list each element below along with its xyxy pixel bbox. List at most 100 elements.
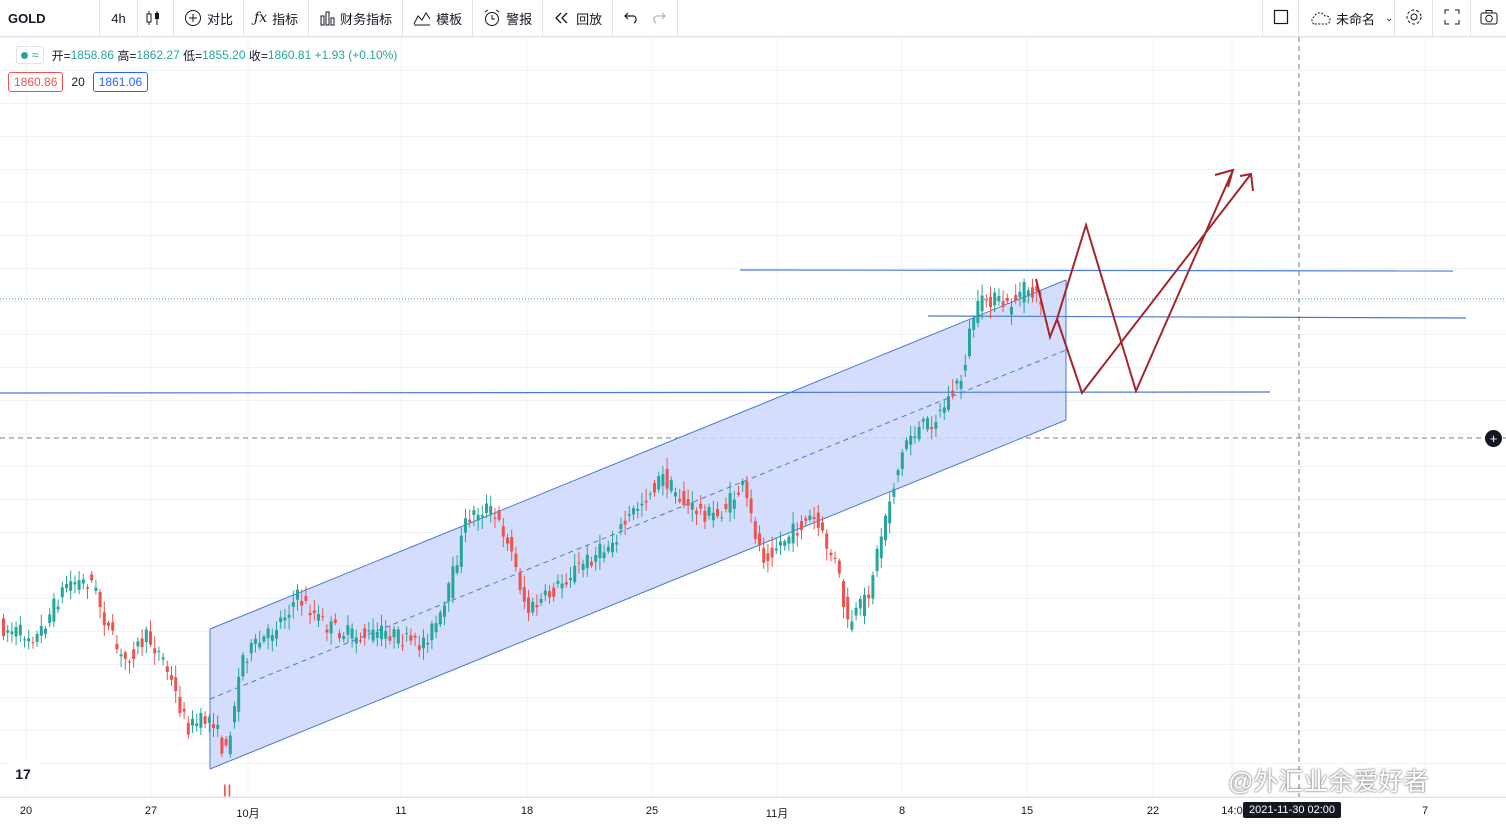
candle-body — [858, 599, 862, 609]
candle-body — [18, 624, 22, 636]
candle-body — [136, 641, 140, 647]
candle-body — [972, 318, 976, 331]
buy-price[interactable]: 1861.06 — [92, 72, 149, 92]
candle-body — [501, 526, 505, 537]
candle-body — [623, 520, 627, 525]
projection-path-b — [1056, 173, 1252, 396]
candle-body — [35, 633, 39, 642]
wave-icon: ≈ — [32, 48, 39, 62]
candle-body — [993, 292, 997, 306]
select-layout-button[interactable] — [1262, 0, 1298, 37]
candle-body — [812, 517, 816, 520]
candle-body — [413, 635, 417, 638]
candle-body — [968, 328, 971, 357]
candle-body — [590, 561, 593, 566]
candle-body — [527, 597, 530, 613]
gear-icon — [1405, 8, 1423, 29]
time-axis[interactable]: 20 27 10月 11 18 25 11月 8 15 22 14:0 7 — [0, 797, 1506, 828]
candle-body — [279, 617, 283, 622]
candle-body — [52, 598, 56, 622]
candle-body — [178, 696, 182, 713]
templates-button[interactable]: 模板 — [403, 0, 474, 37]
candle-body — [245, 661, 249, 663]
candle-body — [216, 725, 220, 729]
financials-button[interactable]: 财务指标 — [309, 0, 404, 37]
alerts-button[interactable]: 警报 — [473, 0, 544, 37]
candle-body — [518, 572, 522, 590]
indicators-button[interactable]: ƒx 指标 — [244, 0, 310, 37]
chart-type-button[interactable] — [138, 0, 174, 37]
candle-body — [560, 583, 564, 589]
redo-button[interactable] — [645, 0, 679, 37]
time-label: 15 — [1020, 805, 1034, 817]
candle-body — [934, 422, 938, 429]
candle-body — [1001, 300, 1005, 307]
time-label: 11月 — [765, 808, 789, 820]
candle-body — [186, 722, 190, 735]
candle-body — [346, 625, 350, 635]
crosshair-date-label: 2021-11-30 02:00 — [1243, 802, 1342, 818]
price-chart[interactable] — [0, 37, 1506, 797]
candle-body — [703, 510, 707, 522]
candle-body — [581, 563, 585, 570]
candle-body — [1031, 287, 1034, 298]
candle-body — [539, 598, 543, 603]
candle-body — [275, 630, 278, 639]
candle-body — [27, 638, 31, 642]
replay-button[interactable]: 回放 — [543, 0, 614, 37]
candle-body — [161, 657, 165, 660]
redo-icon — [651, 10, 667, 27]
candle-body — [636, 508, 640, 511]
candle-body — [119, 654, 123, 657]
candle-body — [514, 553, 518, 568]
logo-text: 17 — [15, 766, 31, 782]
candle-body — [329, 621, 333, 634]
candle-body — [997, 296, 1001, 302]
candle-body — [846, 596, 850, 620]
candle-body — [653, 482, 656, 493]
projection-arrowhead-a — [1214, 168, 1235, 188]
candle-body — [485, 503, 488, 513]
channel-upper-line — [209, 279, 1067, 630]
layout-name-button[interactable]: 未命名 ⌄ — [1298, 0, 1394, 37]
symbol-search[interactable]: GOLD — [0, 0, 100, 37]
candle-body — [947, 396, 950, 410]
settings-button[interactable] — [1394, 0, 1432, 37]
candle-body — [375, 631, 379, 638]
candle-body — [779, 541, 782, 546]
candle-body — [720, 517, 724, 519]
candle-body — [333, 619, 337, 624]
candle-body — [69, 581, 73, 591]
compare-button[interactable]: 对比 — [174, 0, 245, 37]
spread-widget: 1860.86 20 1861.06 — [8, 72, 149, 92]
candle-body — [367, 630, 371, 632]
candle-body — [144, 629, 148, 643]
undo-button[interactable] — [613, 0, 645, 37]
snapshot-button[interactable] — [1470, 0, 1506, 37]
candle-body — [732, 499, 736, 509]
candles-group — [2, 278, 1043, 758]
time-label: 8 — [898, 805, 906, 817]
legend-toggle[interactable]: ≈ — [16, 46, 44, 64]
candle-body — [207, 716, 211, 723]
candle-body — [123, 652, 127, 659]
camera-icon — [1480, 9, 1498, 28]
candle-body — [228, 735, 232, 755]
indicators-label: 指标 — [272, 11, 299, 27]
candle-body — [951, 390, 955, 396]
sell-price[interactable]: 1860.86 — [8, 72, 64, 92]
candle-body — [182, 708, 186, 712]
fullscreen-button[interactable] — [1432, 0, 1470, 37]
candle-body — [342, 636, 346, 640]
candle-body — [48, 614, 52, 624]
candle-body — [338, 633, 341, 639]
candle-body — [816, 512, 820, 528]
candle-body — [695, 510, 698, 515]
add-alert-plus-icon[interactable]: + — [1485, 430, 1502, 447]
candle-body — [149, 631, 152, 645]
time-label: 10月 — [236, 808, 260, 820]
candle-body — [195, 723, 199, 727]
candle-body — [317, 614, 320, 621]
interval-button[interactable]: 4h — [100, 0, 138, 37]
candle-body — [766, 553, 770, 562]
